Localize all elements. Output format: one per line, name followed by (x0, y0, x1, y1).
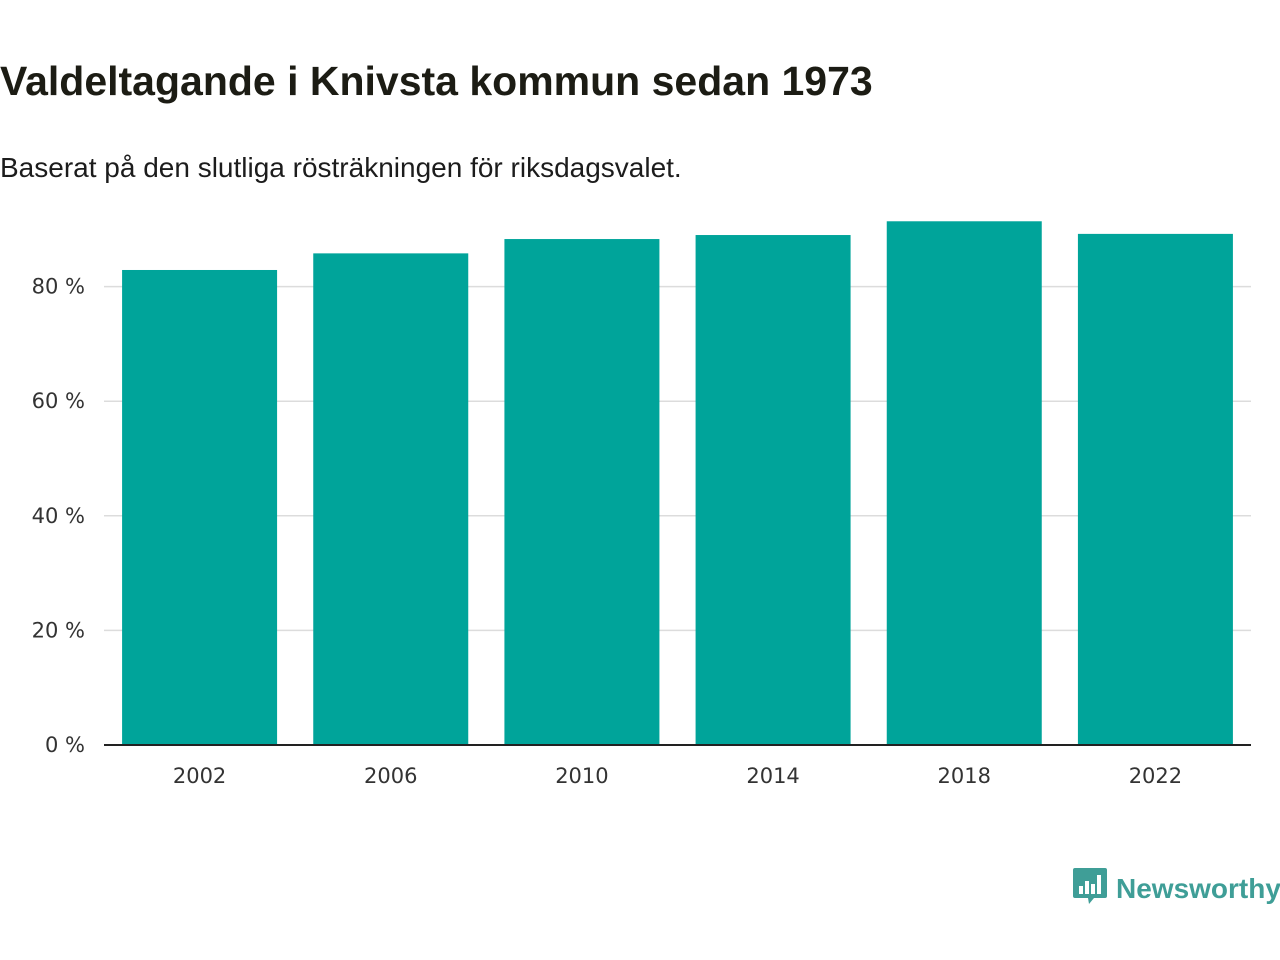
y-tick-labels: 0 % 20 % 40 % 60 % 80 % (32, 275, 85, 757)
bar-2006 (313, 253, 469, 745)
bar-2018 (886, 221, 1042, 745)
brand-name: Newsworthy (1116, 872, 1280, 904)
bar-2002 (122, 269, 278, 745)
x-tick-label: 2022 (1129, 764, 1182, 788)
x-tick-label: 2014 (746, 764, 799, 788)
x-tick-labels: 2002 2006 2010 2014 2018 2022 (173, 764, 1182, 788)
y-tick-label: 20 % (32, 618, 85, 642)
x-tick-label: 2010 (555, 764, 608, 788)
gridlines (104, 285, 1251, 632)
newsworthy-logo: Newsworthy (1072, 866, 1280, 911)
y-tick-label: 80 % (32, 275, 85, 299)
y-tick-label: 60 % (32, 389, 85, 413)
newsworthy-chart-icon (1072, 866, 1108, 911)
y-tick-label: 0 % (45, 733, 85, 757)
x-tick-label: 2018 (938, 764, 991, 788)
bar-2010 (504, 239, 660, 745)
bars (122, 221, 1233, 745)
bar-2022 (1077, 233, 1233, 745)
chart-title: Valdeltagande i Knivsta kommun sedan 197… (0, 58, 873, 104)
chart-subtitle: Baserat på den slutliga rösträkningen fö… (0, 152, 682, 183)
bar-2014 (695, 235, 851, 745)
y-tick-label: 40 % (32, 504, 85, 528)
x-tick-label: 2002 (173, 764, 226, 788)
x-tick-label: 2006 (364, 764, 417, 788)
